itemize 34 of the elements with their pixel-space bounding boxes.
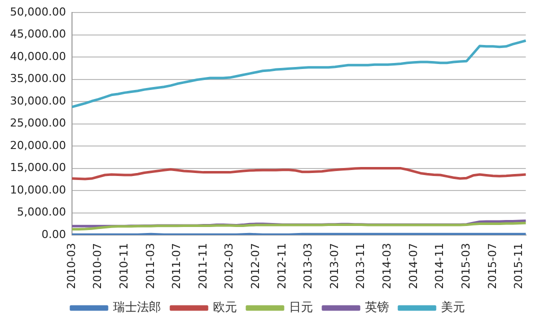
y-tick-label: 50,000.00: [10, 5, 66, 18]
y-tick-label: 45,000.00: [10, 28, 66, 41]
x-tick-label: 2010-11: [117, 243, 130, 290]
x-tick-label: 2013-11: [354, 243, 368, 290]
x-tick-label: 2012-11: [275, 243, 288, 290]
y-tick-label: 5,000.00: [17, 206, 66, 219]
x-tick-label: 2014-07: [406, 243, 420, 290]
x-tick-label: 2010-03: [64, 243, 78, 290]
legend-label: 欧元: [213, 300, 237, 314]
legend-label: 美元: [441, 300, 465, 314]
x-tick-label: 2014-11: [433, 243, 446, 290]
x-tick-label: 2011-11: [196, 243, 210, 290]
x-tick-label: 2012-07: [249, 243, 262, 290]
legend-label: 日元: [289, 300, 313, 314]
x-tick-label: 2010-07: [91, 243, 104, 290]
x-tick-label: 2015-07: [486, 243, 499, 290]
x-tick-label: 2011-07: [170, 243, 184, 290]
y-tick-label: 25,000.00: [10, 116, 66, 130]
legend-label: 英镑: [365, 300, 389, 314]
y-tick-label: 15,000.00: [10, 161, 66, 174]
legend-label: 瑞士法郎: [113, 300, 161, 314]
y-tick-label: 30,000.00: [10, 94, 66, 108]
x-tick-label: 2013-07: [328, 243, 341, 290]
y-tick-label: 20,000.00: [10, 138, 66, 152]
x-tick-label: 2015-03: [459, 243, 472, 290]
y-tick-label: 35,000.00: [10, 72, 66, 86]
x-tick-label: 2013-03: [302, 243, 315, 290]
x-tick-label: 2015-11: [512, 243, 526, 290]
x-tick-label: 2014-03: [380, 243, 394, 290]
y-tick-label: 10,000.00: [10, 183, 66, 196]
x-tick-label: 2012-03: [222, 243, 236, 290]
y-tick-label: 40,000.00: [10, 50, 66, 63]
y-tick-label: 0.00: [41, 228, 66, 241]
x-tick-label: 2011-03: [144, 243, 157, 290]
